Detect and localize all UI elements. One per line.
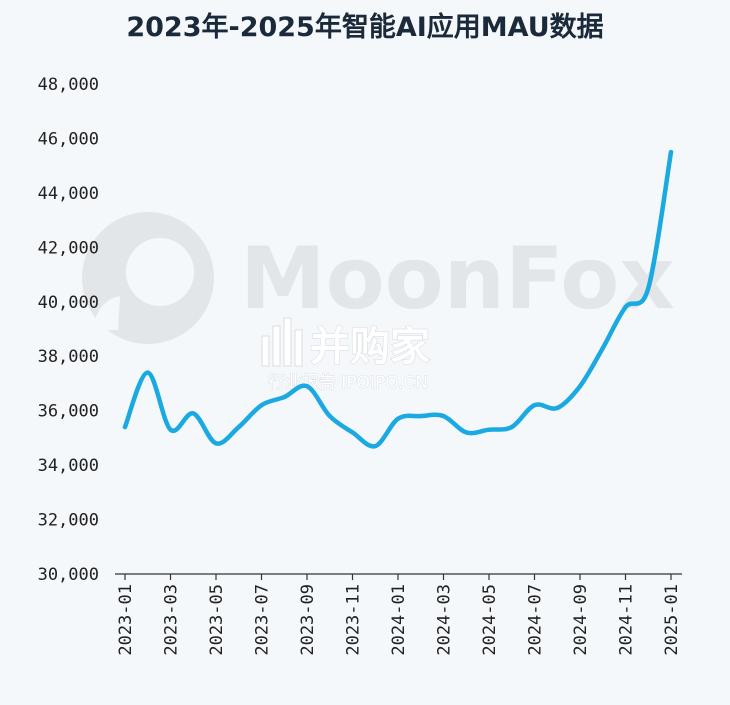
watermark-brand: MoonFox xyxy=(240,229,675,329)
data-point xyxy=(122,424,128,430)
data-point xyxy=(327,413,332,419)
chart-title: 2023年-2025年智能AI应用MAU数据 xyxy=(126,11,603,43)
x-tick-label: 2025-01 xyxy=(662,584,682,656)
y-tick-label: 44,000 xyxy=(38,184,99,204)
data-point xyxy=(668,149,674,155)
y-tick-label: 48,000 xyxy=(38,75,99,95)
data-point xyxy=(373,443,378,449)
x-tick-label: 2024-07 xyxy=(526,584,546,656)
x-tick-label: 2023-07 xyxy=(253,584,273,656)
data-point xyxy=(350,430,355,435)
data-point xyxy=(168,427,173,432)
y-axis-ticks: 30,000 32,000 34,000 36,000 38,000 40,000 42,0… xyxy=(38,75,99,585)
x-tick-label: 2023-01 xyxy=(116,584,136,656)
data-point xyxy=(236,424,241,430)
y-tick-label: 46,000 xyxy=(38,129,99,149)
x-tick-label: 2024-03 xyxy=(435,584,455,656)
data-point xyxy=(646,286,651,291)
y-tick-label: 40,000 xyxy=(38,293,99,313)
data-point xyxy=(464,430,469,435)
x-tick-label: 2024-09 xyxy=(571,584,591,656)
x-tick-label: 2023-11 xyxy=(344,584,364,656)
data-point xyxy=(532,403,537,408)
x-tick-label: 2024-01 xyxy=(389,584,409,656)
data-point xyxy=(213,441,219,446)
watermark: MoonFox 并购家 行业报告 IPOIPO.CN xyxy=(82,212,675,394)
data-point xyxy=(191,411,196,416)
y-tick-label: 34,000 xyxy=(38,456,99,476)
data-point xyxy=(623,305,628,310)
data-point xyxy=(145,370,150,375)
data-point xyxy=(395,416,401,421)
watermark-bars-icon xyxy=(261,317,303,367)
y-tick-label: 36,000 xyxy=(38,402,99,422)
data-point xyxy=(282,394,287,400)
data-point xyxy=(577,384,583,389)
watermark-cn: 并购家 xyxy=(310,324,430,370)
moonfox-logo-icon xyxy=(82,212,214,344)
x-tick-label: 2023-05 xyxy=(207,584,227,656)
data-point xyxy=(418,413,423,419)
data-point xyxy=(441,413,446,419)
data-point xyxy=(486,427,492,432)
x-axis-ticks: 2023-01 2023-03 2023-05 2023-07 2023-09 2023-… xyxy=(116,574,682,656)
y-tick-label: 38,000 xyxy=(38,347,99,367)
y-tick-label: 42,000 xyxy=(38,238,99,258)
y-tick-label: 30,000 xyxy=(38,565,99,585)
data-point xyxy=(555,405,560,411)
x-tick-label: 2024-11 xyxy=(617,584,637,656)
y-tick-label: 32,000 xyxy=(38,511,99,531)
x-tick-label: 2023-03 xyxy=(162,584,182,656)
data-point xyxy=(600,345,605,351)
x-tick-label: 2023-09 xyxy=(298,584,318,656)
x-tick-label: 2024-05 xyxy=(480,584,500,656)
data-point xyxy=(259,403,264,408)
data-point xyxy=(509,424,514,430)
data-point xyxy=(304,384,310,389)
series-layer xyxy=(122,149,674,449)
